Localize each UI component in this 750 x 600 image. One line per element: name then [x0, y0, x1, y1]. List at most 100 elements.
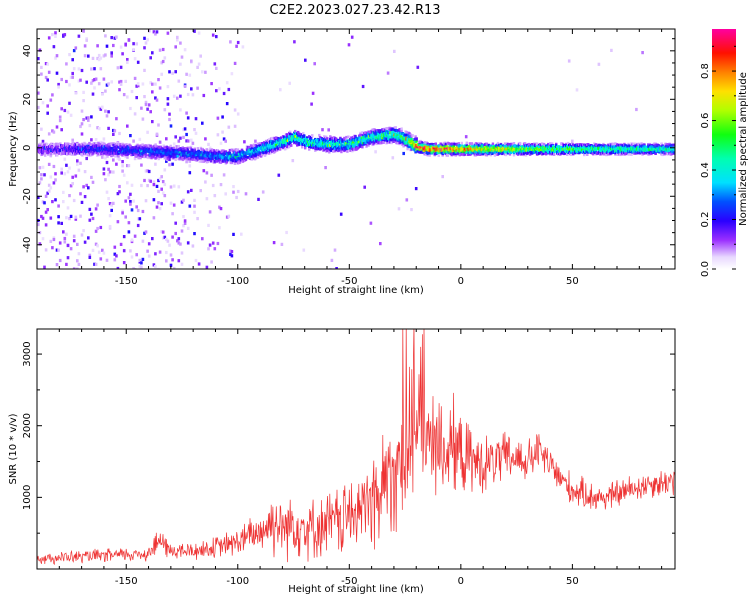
noise-cell — [105, 190, 109, 194]
ridge-cell — [333, 142, 336, 146]
noise-cell — [127, 196, 131, 200]
ridge-cell — [468, 142, 472, 145]
noise-cell — [136, 217, 140, 221]
noise-cell — [88, 218, 92, 222]
noise-cell — [147, 254, 151, 258]
noise-cell — [225, 215, 229, 219]
ridge-cell — [415, 139, 418, 143]
ridge-cell — [289, 130, 292, 134]
ridge-cell — [263, 154, 267, 157]
noise-cell — [91, 79, 95, 83]
noise-cell — [235, 44, 238, 48]
noise-cell — [83, 170, 87, 174]
noise-cell — [236, 40, 240, 45]
ridge-cell — [374, 132, 377, 136]
noise-cell — [321, 128, 324, 132]
noise-cell — [188, 159, 192, 163]
noise-cell — [52, 164, 56, 169]
ridge-cell — [386, 139, 389, 143]
noise-cell — [165, 159, 168, 163]
ridge-cell — [92, 151, 95, 155]
noise-cell — [169, 201, 173, 205]
ridge-cell — [407, 134, 410, 137]
noise-cell — [105, 258, 109, 262]
noise-cell — [102, 251, 106, 255]
noise-cell — [185, 111, 188, 115]
ridge-cell — [228, 152, 232, 156]
ridge-cell — [318, 133, 321, 137]
noise-cell — [127, 38, 131, 42]
ridge-cell — [182, 147, 185, 151]
ridge-cell — [518, 141, 522, 145]
ridge-cell — [328, 150, 331, 154]
noise-cell — [85, 116, 88, 120]
noise-cell — [119, 45, 123, 49]
ridge-cell — [391, 132, 394, 136]
noise-cell — [112, 170, 115, 174]
noise-cell — [83, 54, 87, 58]
ridge-cell — [480, 148, 484, 152]
ridge-cell — [390, 138, 393, 142]
noise-cell — [140, 106, 143, 110]
noise-cell — [302, 248, 306, 252]
ridge-cell — [412, 146, 415, 150]
ridge-cell — [58, 152, 61, 155]
noise-cell — [132, 199, 135, 203]
ridge-cell — [485, 142, 489, 146]
noise-cell — [261, 190, 265, 194]
ridge-cell — [56, 153, 59, 157]
noise-cell — [179, 94, 182, 98]
ridge-cell — [327, 140, 330, 144]
noise-cell — [108, 202, 112, 206]
ridge-cell — [268, 149, 272, 153]
noise-cell — [350, 35, 354, 39]
noise-cell — [113, 129, 117, 133]
ridge-cell — [156, 155, 159, 159]
noise-cell — [171, 162, 174, 166]
noise-cell — [88, 207, 92, 211]
noise-cell — [68, 166, 71, 170]
noise-cell — [76, 267, 79, 269]
noise-cell — [199, 189, 202, 193]
ridge-cell — [294, 129, 297, 133]
ridge-cell — [215, 159, 219, 163]
noise-cell — [40, 65, 43, 69]
noise-cell — [185, 132, 188, 137]
noise-cell — [51, 93, 54, 97]
ridge-cell — [379, 138, 382, 142]
noise-cell — [63, 108, 67, 113]
ridge-cell — [258, 142, 262, 145]
noise-cell — [219, 183, 223, 187]
noise-cell — [132, 267, 135, 269]
noise-cell — [96, 126, 99, 130]
noise-cell — [176, 38, 179, 42]
noise-cell — [177, 79, 181, 83]
noise-cell — [213, 62, 217, 66]
ridge-cell — [498, 151, 502, 155]
noise-cell — [240, 232, 243, 236]
noise-cell — [79, 161, 82, 165]
ridge-cell — [286, 133, 289, 136]
ridge-cell — [343, 145, 346, 149]
ridge-cell — [328, 142, 331, 145]
noise-cell — [193, 128, 196, 132]
noise-cell — [163, 56, 167, 60]
ridge-cell — [394, 126, 397, 129]
ridge-cell — [270, 144, 274, 147]
ridge-cell — [267, 138, 271, 142]
ridge-cell — [179, 147, 182, 150]
ridge-cell — [90, 149, 93, 153]
noise-cell — [221, 115, 224, 119]
noise-cell — [65, 163, 68, 167]
ridge-cell — [346, 142, 349, 146]
ridge-cell — [39, 142, 42, 146]
noise-cell — [571, 139, 574, 143]
noise-cell — [140, 265, 143, 269]
noise-cell — [82, 29, 85, 33]
noise-cell — [188, 164, 192, 168]
ridge-cell — [316, 142, 319, 145]
ridge-cell — [386, 127, 389, 130]
noise-cell — [60, 77, 63, 82]
ridge-cell — [135, 153, 138, 156]
noise-cell — [76, 162, 79, 166]
